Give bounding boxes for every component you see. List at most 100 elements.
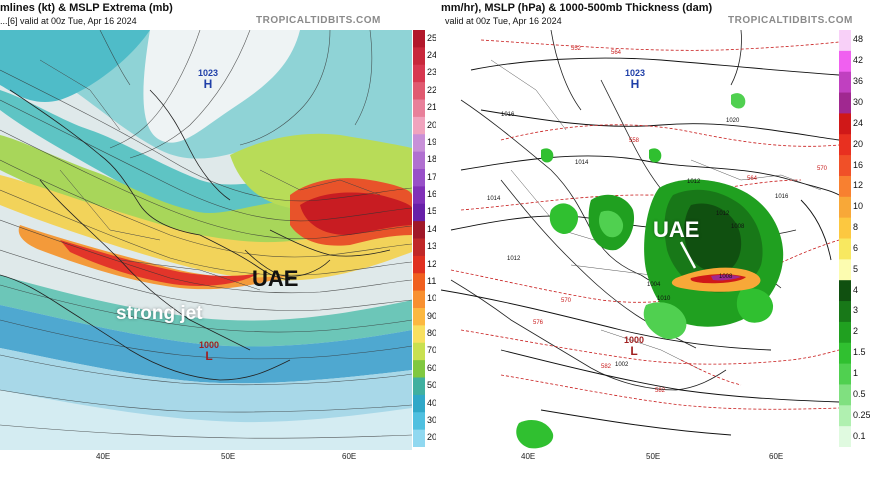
colorbar-swatch [839, 363, 851, 385]
colorbar-tick-label: 12 [853, 180, 864, 191]
colorbar-swatch [839, 155, 851, 177]
low-pressure-marker: 1000 L [199, 340, 220, 363]
yellow-jet-band [0, 175, 412, 281]
isobar-label: 1008 [731, 224, 745, 230]
colorbar-swatch [413, 203, 425, 222]
lon-label-50e: 50E [646, 452, 661, 461]
colorbar-swatch [413, 238, 425, 257]
isobar-label: 1002 [615, 362, 629, 368]
isobar-label: 1008 [719, 274, 733, 280]
panel-divider [436, 0, 441, 489]
colorbar-tick-label: 170 [427, 171, 436, 182]
low-letter: L [205, 349, 213, 363]
colorbar-tick-label: 250 [427, 32, 436, 43]
borders [39, 59, 381, 291]
isobar-label: 1016 [775, 194, 789, 200]
colorbar-tick-label: 40 [427, 397, 436, 408]
colorbar-tick-label: 90 [427, 310, 436, 321]
colorbar-tick-label: 6 [853, 242, 859, 253]
isobar-label: 1014 [487, 196, 501, 202]
colorbar-tick-label: 100 [427, 293, 436, 304]
colorbar-tick-label: 150 [427, 206, 436, 217]
colorbar-swatch [839, 217, 851, 239]
colorbar-tick-label: 240 [427, 50, 436, 61]
colorbar-swatch [413, 412, 425, 431]
isobar-label: 1004 [647, 282, 661, 288]
colorbar-swatch [839, 321, 851, 344]
high-letter: H [630, 77, 640, 91]
colorbar-tick-label: 36 [853, 76, 864, 87]
colorbar-tick-label: 4 [853, 284, 859, 295]
colorbar-swatch [839, 259, 851, 281]
colorbar-swatch [839, 342, 851, 365]
colorbar-tick-label: 3 [853, 305, 859, 316]
teal-lower-band [0, 275, 412, 347]
right-subtitle: valid at 00z Tue, Apr 16 2024 [445, 16, 562, 26]
left-colorbar [413, 30, 425, 447]
coastlines [0, 89, 391, 381]
colorbar-swatch [839, 301, 851, 323]
colorbar-tick-label: 70 [427, 345, 436, 356]
precip-map [441, 30, 839, 450]
colorbar-swatch [839, 405, 851, 427]
left-title: mlines (kt) & MSLP Extrema (mb) [0, 2, 173, 14]
colorbar-tick-label: 160 [427, 189, 436, 200]
colorbar-tick-label: 220 [427, 84, 436, 95]
colorbar-swatch [413, 429, 425, 447]
left-subtitle: ...[6] valid at 00z Tue, Apr 16 2024 [0, 16, 137, 26]
colorbar-tick-label: 190 [427, 136, 436, 147]
colorbar-tick-label: 80 [427, 328, 436, 339]
colorbar-tick-label: 0.1 [853, 430, 866, 441]
high-value: 1023 [198, 68, 219, 78]
colorbar-swatch [413, 151, 425, 170]
colorbar-swatch [413, 99, 425, 118]
colorbar-swatch [839, 92, 851, 114]
colorbar-swatch [839, 30, 851, 52]
right-colorbar [839, 30, 851, 447]
pale-south [0, 390, 412, 450]
colorbar-tick-label: 10 [853, 201, 864, 212]
colorbar-swatch [413, 186, 425, 205]
thickness-label: 564 [611, 50, 622, 56]
left-credit: TROPICALTIDBITS.COM [256, 15, 381, 26]
colorbar-swatch [413, 360, 425, 379]
colorbar-tick-label: 2 [853, 326, 859, 337]
uae-label: UAE [653, 217, 700, 242]
colorbar-tick-label: 1.5 [853, 347, 866, 358]
wind-speed-map [0, 30, 412, 450]
high-pressure-marker: 1023 H [198, 68, 219, 91]
colorbar-tick-label: 120 [427, 258, 436, 269]
high-letter: H [203, 77, 213, 91]
colorbar-swatch [413, 377, 425, 396]
lon-label-50e: 50E [221, 452, 236, 461]
colorbar-tick-label: 130 [427, 241, 436, 252]
colorbar-tick-label: 1 [853, 368, 859, 379]
colorbar-swatch [839, 196, 851, 219]
colorbar-swatch [413, 82, 425, 101]
colorbar-swatch [413, 273, 425, 292]
colorbar-tick-label: 230 [427, 67, 436, 78]
colorbar-tick-label: 8 [853, 222, 859, 233]
colorbar-tick-label: 16 [853, 159, 864, 170]
isobar-label: 1010 [657, 296, 671, 302]
colorbar-swatch [413, 255, 425, 274]
colorbar-tick-label: 0.25 [853, 409, 870, 420]
thickness-label: 552 [571, 46, 582, 52]
colorbar-tick-label: 110 [427, 275, 436, 286]
colorbar-tick-label: 140 [427, 223, 436, 234]
colorbar-swatch [413, 325, 425, 344]
colorbar-swatch [413, 290, 425, 309]
colorbar-swatch [413, 64, 425, 83]
wind-jet-map-panel: mlines (kt) & MSLP Extrema (mb) ...[6] v… [0, 2, 436, 461]
isobar-label: 1012 [716, 211, 730, 217]
low-value: 1000 [199, 340, 220, 350]
blue-lower-band [0, 305, 412, 384]
red-jet-core [60, 240, 260, 286]
thickness-label: 558 [629, 138, 640, 144]
lon-label-60e: 60E [342, 452, 357, 461]
colorbar-swatch [413, 116, 425, 135]
colorbar-tick-label: 50 [427, 380, 436, 391]
colorbar-tick-label: 5 [853, 263, 859, 274]
low-value: 1000 [624, 335, 645, 345]
isobar-label: 1012 [687, 179, 701, 185]
